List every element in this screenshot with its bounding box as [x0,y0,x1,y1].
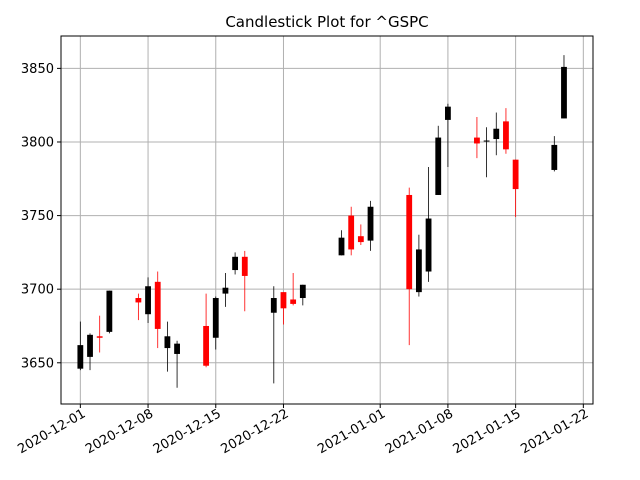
candle [425,167,432,282]
candle-body [406,194,413,290]
candle-body [425,218,432,272]
candle [483,127,490,178]
candle [77,321,84,371]
candle-body [106,290,113,332]
candle [106,290,113,334]
candle-body [348,215,355,250]
candle [561,55,567,119]
candle-body [512,159,519,190]
candle [164,321,171,372]
y-tick-label: 3700 [21,283,54,298]
candle [357,224,364,246]
candle [145,277,151,324]
candle [154,271,161,349]
candle [445,103,451,168]
candle [415,234,422,297]
candle [474,116,480,159]
candle-body [483,140,490,142]
candle [203,293,209,368]
y-tick-label: 3850 [21,62,54,77]
candle-body [270,298,277,313]
candle [435,125,442,195]
candle [222,272,229,307]
candle-body [87,334,93,357]
candle [338,230,345,256]
y-tick-label: 3750 [21,209,54,224]
candle [512,159,519,218]
y-tick-label: 3650 [21,356,54,371]
candle [212,296,219,350]
candle-body [164,336,171,349]
candle-body [415,249,422,293]
candle-body [474,137,480,144]
candle-body [174,343,180,354]
candle-body [357,236,364,243]
candle-body [96,336,103,338]
candle [280,292,287,325]
plot-frame [60,35,594,405]
candle [348,206,355,256]
candle [135,293,142,321]
candle-body [280,292,287,309]
candle [406,187,413,346]
candle-body [145,286,151,315]
candle-body [222,287,229,294]
candle-body [77,345,84,369]
candle-body [503,121,509,150]
candle [503,108,509,154]
candle-body [232,256,239,271]
candle-body [551,144,558,170]
y-tick-label: 3800 [21,135,54,150]
candle [367,200,374,251]
candle [270,286,277,384]
candle-body [435,137,442,195]
y-axis: 3650 3700 3750 3800 3850 [21,62,61,371]
candle [96,315,103,353]
candle-body [212,298,219,338]
candle-body [367,206,374,241]
candle-body [203,325,209,366]
candle-body [135,298,142,303]
candle-body [154,281,161,329]
candle [232,252,239,275]
candle [174,340,180,388]
candle [551,136,558,172]
candle [241,250,248,312]
candle [290,272,297,306]
candle [299,284,306,306]
candle [493,112,500,156]
candle [87,333,93,371]
chart-title: Candlestick Plot for ^GSPC [225,13,428,31]
candle-body [290,299,297,304]
candles [77,55,567,388]
candle-body [338,237,345,256]
candle-body [493,128,500,140]
candle-body [445,106,451,120]
candle-body [299,284,306,299]
candle-body [561,66,567,119]
candle-body [241,256,248,276]
